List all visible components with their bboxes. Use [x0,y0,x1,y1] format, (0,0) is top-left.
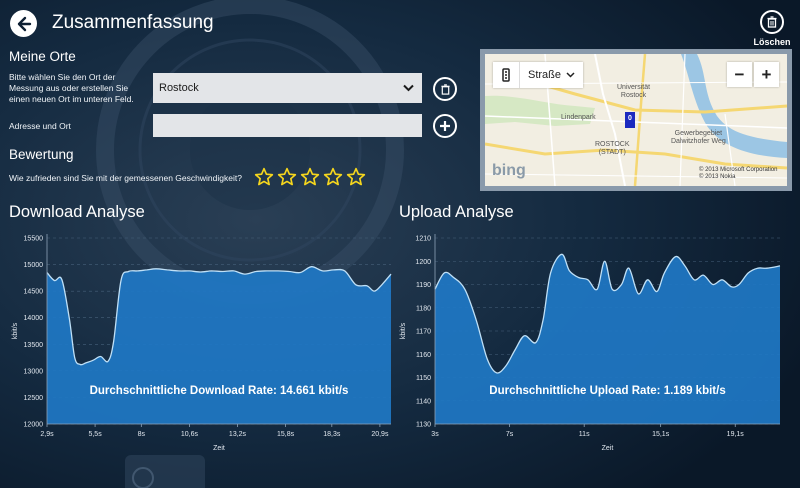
layers-icon [502,68,510,82]
delete-button[interactable]: Löschen [752,10,792,47]
star-icon[interactable] [277,167,297,187]
upload-chart: 1130 1140 1150 1160 1170 1180 1190 1200 1210 3s 7s… [400,234,781,452]
y-tick-label: 14000 [24,315,44,322]
x-tick-label: 2,9s [40,431,54,438]
x-tick-label: 19,1s [727,431,745,438]
places-instruction: Bitte wählen Sie den Ort der Messung aus… [9,72,134,104]
map-marker[interactable]: 0 [628,115,632,122]
delete-place-button[interactable] [433,77,457,101]
x-tick-label: 5,5s [88,431,102,438]
y-tick-label: 13500 [24,342,44,349]
x-axis-title: Zeit [602,445,614,452]
trash-icon [760,10,784,34]
place-select[interactable]: Rostock [153,73,422,103]
x-tick-label: 10,6s [181,431,199,438]
map-copyright: © 2013 Microsoft Corporation © 2013 Noki… [699,167,777,181]
x-tick-label: 13,2s [229,431,247,438]
plus-icon [440,121,450,131]
y-tick-label: 12000 [24,422,44,429]
y-tick-label: 1190 [416,282,431,289]
y-tick-label: 1210 [415,236,431,243]
series-area [47,266,391,424]
y-axis-title: kbit/s [400,322,407,339]
place-select-value: Rostock [159,82,199,94]
rating-stars [254,167,366,187]
star-icon[interactable] [346,167,366,187]
map-view[interactable]: Straße − + Universität Rostock Lindenpar… [485,54,787,186]
star-icon[interactable] [323,167,343,187]
rating-title: Bewertung [9,147,74,162]
series-line [46,266,392,366]
places-title: Meine Orte [9,49,76,64]
x-tick-label: 11s [579,431,590,438]
map-toolbar: Straße [493,62,584,88]
map-label-universitaet: Universität Rostock [617,84,651,99]
x-tick-label: 20,9s [371,431,389,438]
y-tick-label: 12500 [24,395,44,402]
y-tick-label: 1140 [416,398,431,405]
map-panel: Straße − + Universität Rostock Lindenpar… [480,49,792,191]
average-rate-label: Durchschnittliche Upload Rate: 1.189 kbi… [489,385,725,397]
map-label-stadt: ROSTOCK (STADT) [595,141,630,156]
x-tick-label: 18,3s [323,431,341,438]
star-icon[interactable] [300,167,320,187]
zoom-out-button[interactable]: − [727,62,752,87]
back-button[interactable] [10,10,37,37]
y-tick-label: 1130 [416,422,431,429]
map-style-dropdown[interactable]: Straße [520,62,583,88]
average-rate-label: Durchschnittliche Download Rate: 14.661 … [90,385,349,397]
map-copyright-nokia: © 2013 Nokia [699,174,736,180]
address-input[interactable] [153,114,422,137]
map-copyright-microsoft: © 2013 Microsoft Corporation [699,167,778,173]
y-tick-label: 1160 [416,352,431,359]
x-tick-label: 15,1s [652,431,670,438]
delete-label: Löschen [753,37,791,47]
map-label-gewerbegebiet: Gewerbegebiet Dalwitzhofer Weg [671,130,726,145]
chevron-down-icon [403,84,414,92]
address-label: Adresse und Ort [9,121,71,131]
chevron-down-icon [566,72,575,78]
x-tick-label: 8s [138,431,146,438]
trash-icon [440,83,450,95]
x-tick-label: 3s [431,431,439,438]
y-tick-label: 13000 [24,368,44,375]
rating-question: Wie zufrieden sind Sie mit der gemessene… [9,173,242,183]
map-zoom-controls: − + [727,62,779,87]
y-tick-label: 1170 [416,329,431,336]
add-place-button[interactable] [433,114,457,138]
download-chart-title: Download Analyse [9,203,145,221]
map-layers-button[interactable] [493,62,520,88]
x-tick-label: 7s [506,431,514,438]
y-tick-label: 14500 [24,289,44,296]
map-style-label: Straße [528,69,562,81]
arrow-left-icon [17,16,31,31]
download-chart: 12000 12500 13000 13500 14000 14500 15000 15500… [12,234,392,452]
zoom-in-button[interactable]: + [754,62,779,87]
page-title: Zusammenfassung [52,12,214,33]
bing-logo: bing [492,162,526,179]
upload-chart-title: Upload Analyse [399,203,514,221]
map-label-lindenpark: Lindenpark [561,114,596,121]
y-tick-label: 1200 [415,259,431,266]
x-axis-title: Zeit [213,445,225,452]
series-area [435,254,780,424]
y-tick-label: 15000 [24,262,44,269]
series-line [434,253,781,374]
y-tick-label: 15500 [24,236,44,243]
star-icon[interactable] [254,167,274,187]
y-axis-title: kbit/s [12,322,19,339]
y-tick-label: 1150 [416,375,431,382]
x-tick-label: 15,8s [277,431,295,438]
y-tick-label: 1180 [416,305,431,312]
